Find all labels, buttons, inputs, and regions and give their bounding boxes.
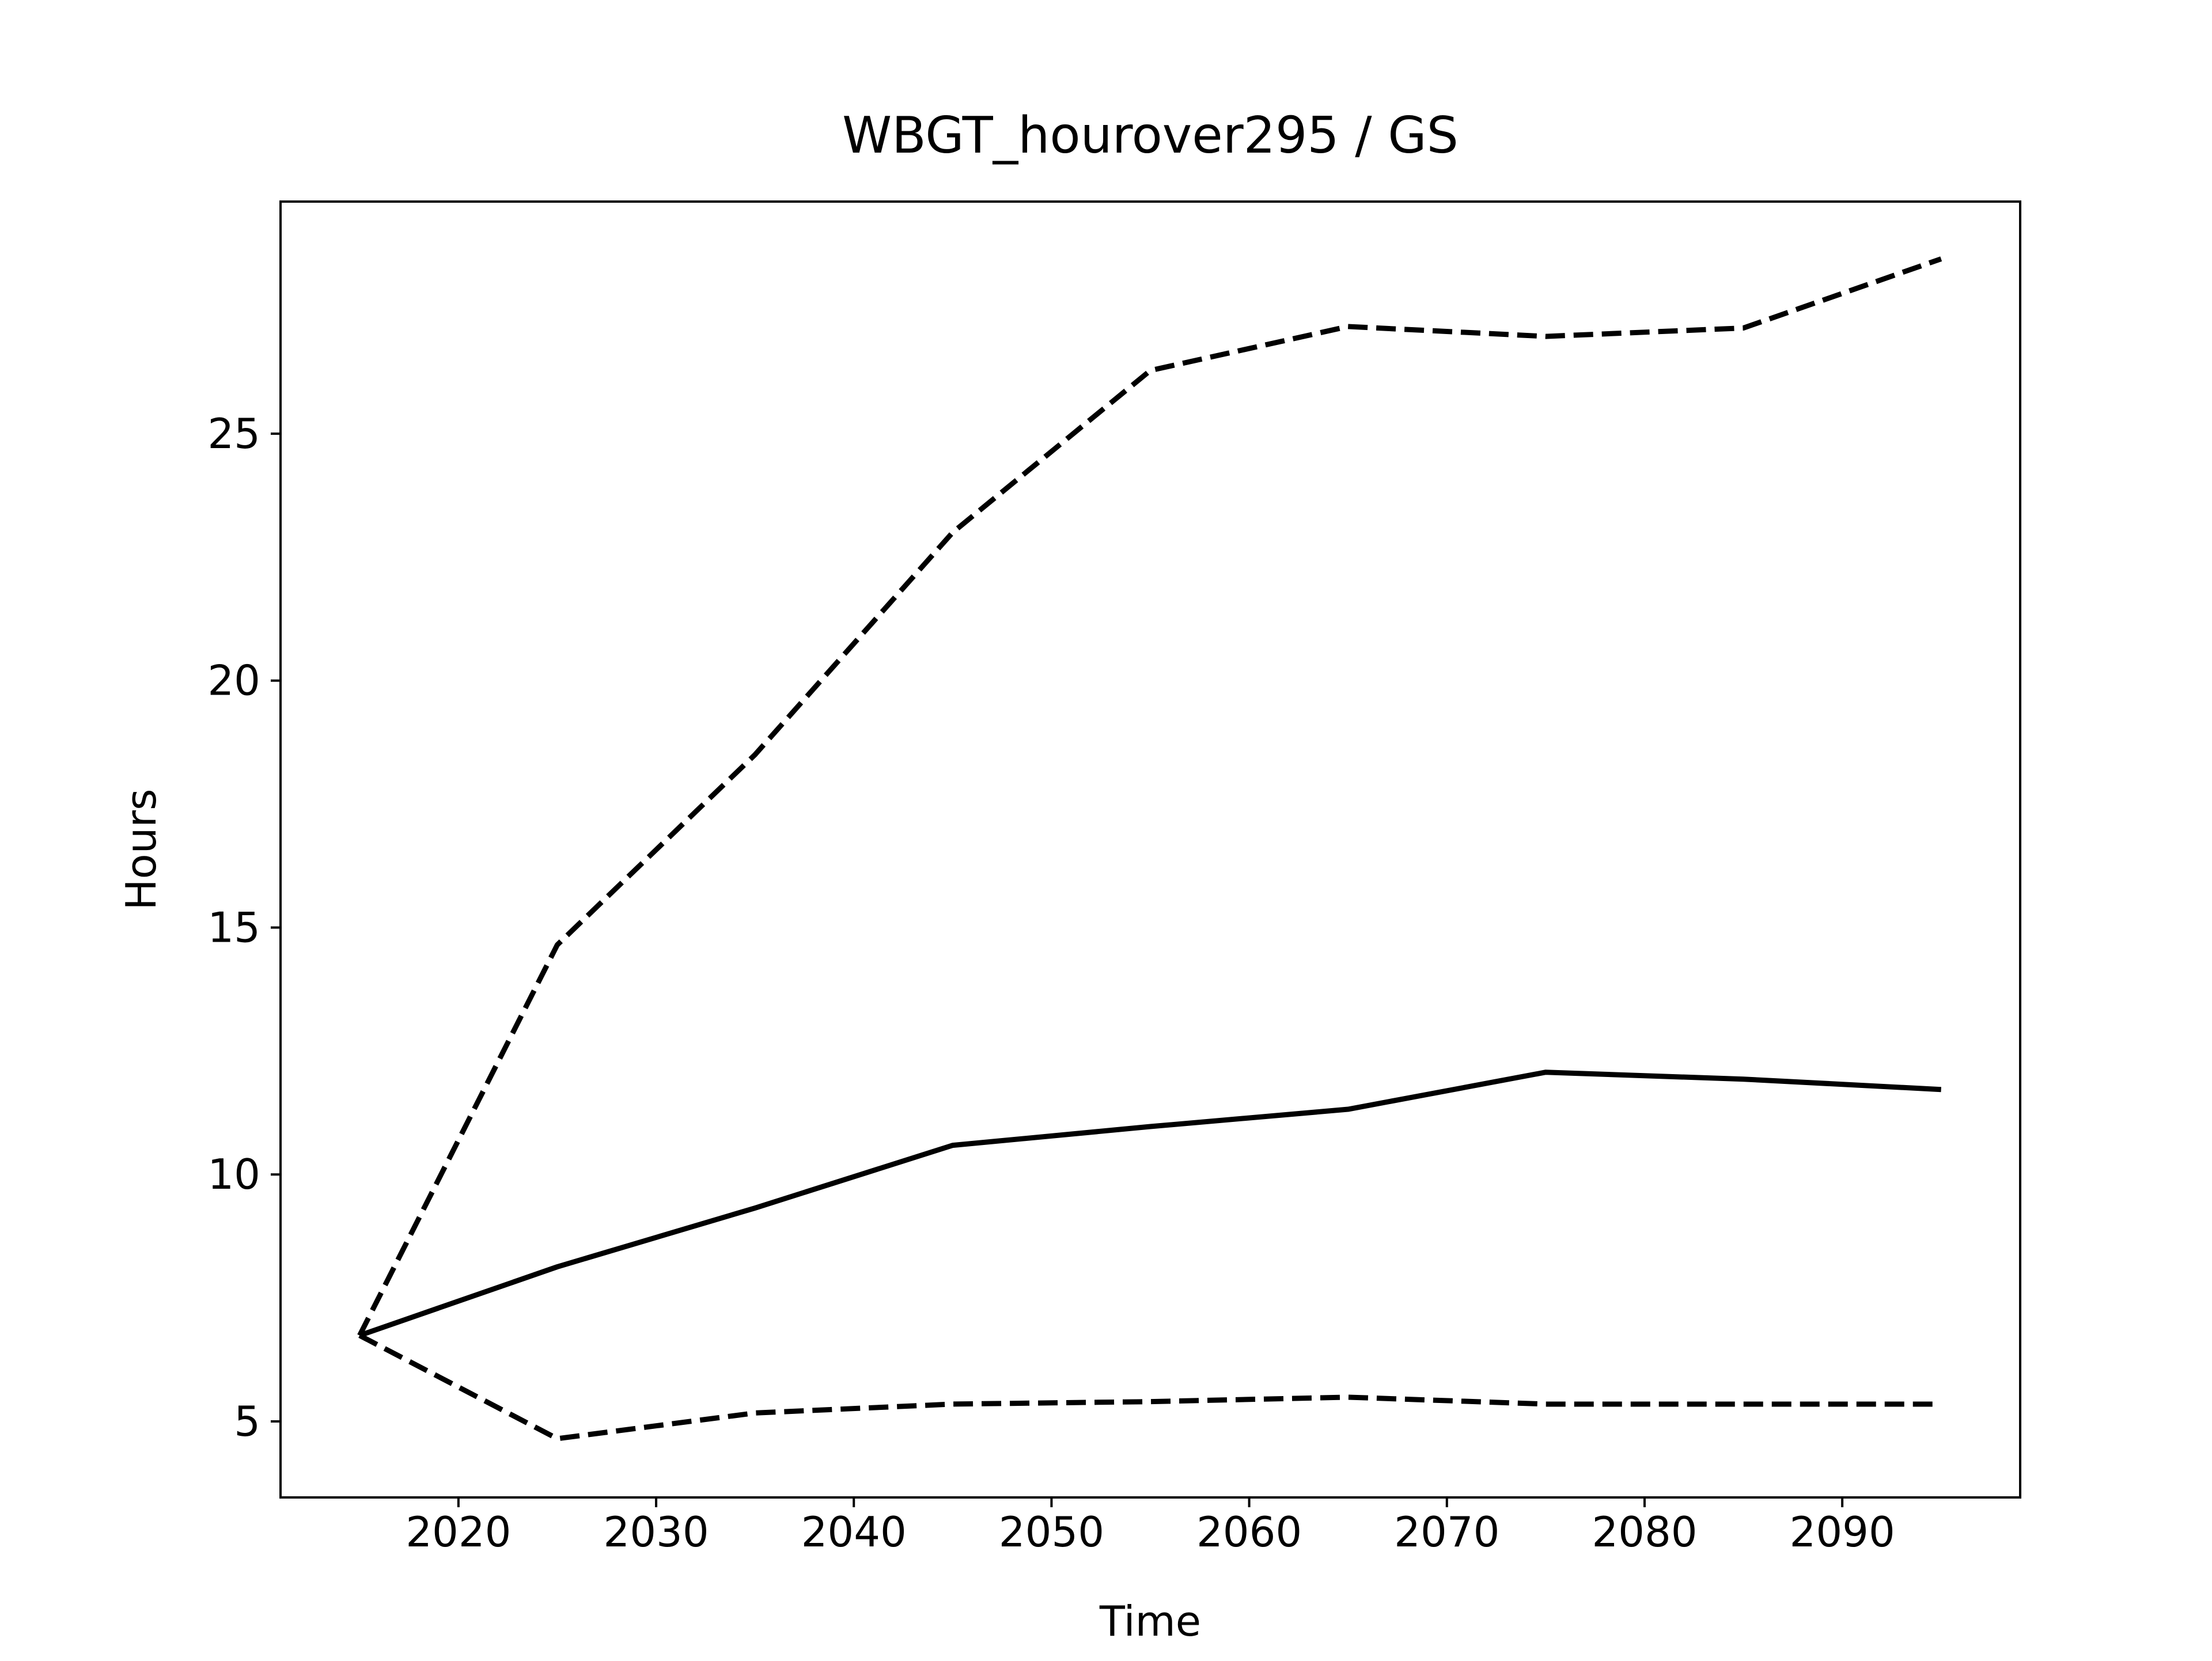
x-tick-label: 2020: [406, 1508, 511, 1556]
x-tick-label: 2070: [1394, 1508, 1499, 1556]
plot-frame: [279, 200, 2021, 1499]
data-line: [358, 1070, 1941, 1338]
data-line: [357, 256, 1942, 1337]
x-tick-label: 2080: [1592, 1508, 1697, 1556]
y-tick-label: 15: [207, 903, 260, 951]
x-tick-label: 2090: [1790, 1508, 1895, 1556]
data-line: [358, 1333, 1941, 1442]
y-tick-label: 10: [207, 1150, 260, 1199]
x-tick-label: 2040: [801, 1508, 907, 1556]
y-axis-label: Hours: [117, 789, 165, 911]
x-tick-label: 2030: [603, 1508, 709, 1556]
x-axis-label: Time: [1099, 1597, 1201, 1645]
y-tick-label: 25: [207, 409, 260, 458]
y-tick-label: 20: [207, 657, 260, 705]
y-tick-label: 5: [234, 1397, 260, 1446]
x-tick-label: 2050: [999, 1508, 1104, 1556]
x-tick-label: 2060: [1196, 1508, 1302, 1556]
chart-title: WBGT_hourover295 / GS: [842, 106, 1459, 165]
